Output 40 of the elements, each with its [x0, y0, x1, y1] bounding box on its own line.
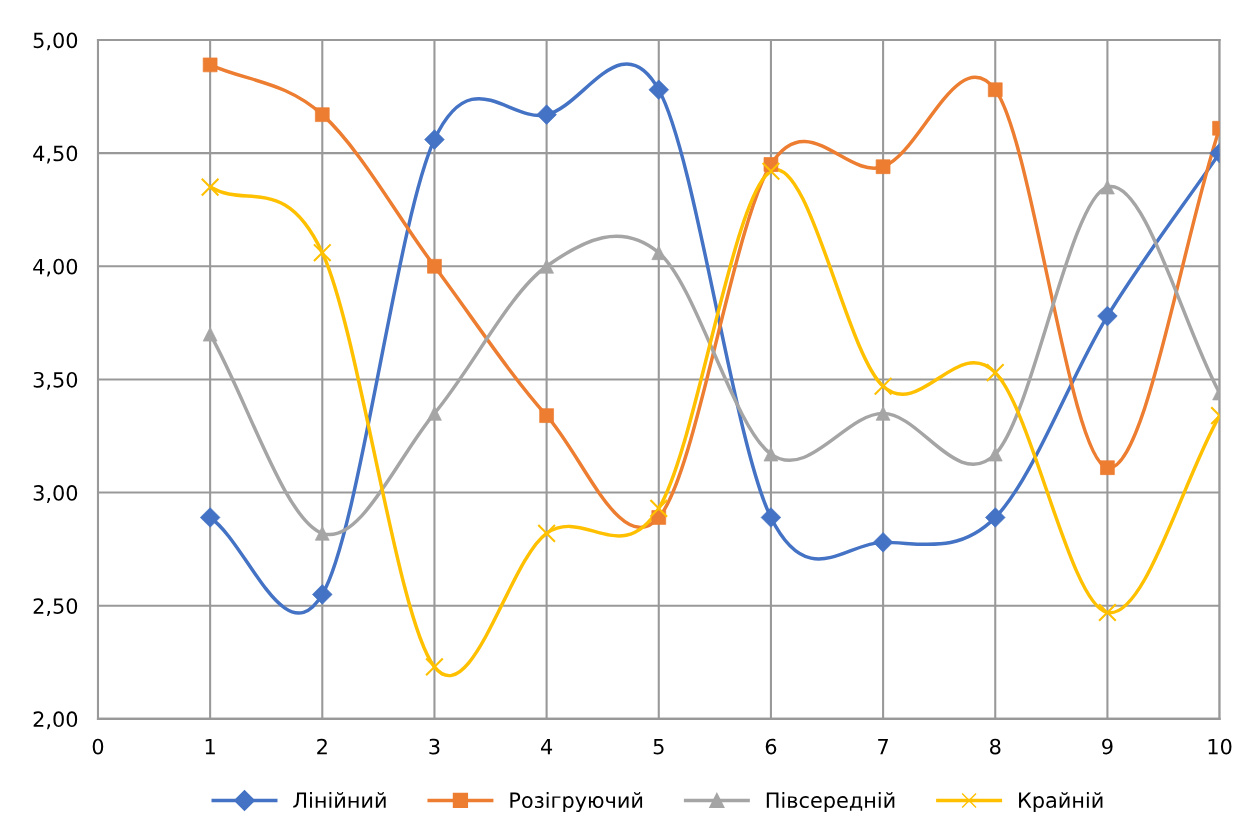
point — [651, 245, 667, 260]
point — [649, 499, 669, 518]
y-tick-label: 3,00 — [33, 485, 78, 503]
legend-label: Півсередній — [766, 791, 895, 813]
point — [987, 82, 1003, 98]
x-tick-label: 4 — [541, 738, 553, 755]
y-tick-label: 4,50 — [33, 145, 78, 164]
point — [312, 243, 332, 263]
point — [425, 657, 444, 677]
point — [315, 107, 330, 122]
legend-label: Крайній — [1019, 791, 1103, 813]
point — [985, 363, 1005, 383]
y-tick-label: 2,50 — [33, 598, 78, 617]
x-tick-label: 7 — [878, 738, 888, 755]
y-tick-label: 5,00 — [33, 32, 78, 51]
x-tick-label: 9 — [1102, 738, 1113, 755]
x-tick-label: 3 — [429, 738, 440, 755]
x-tick-label: 8 — [990, 738, 1001, 755]
y-tick-label: 2,00 — [33, 711, 78, 730]
legend-label: Лінійний — [293, 791, 386, 808]
x-tick-label: 0 — [92, 738, 104, 755]
y-tick-label: 4,00 — [33, 258, 78, 277]
x-tick-label: 10 — [1208, 738, 1232, 755]
point — [761, 161, 781, 181]
x-tick-label: 1 — [205, 738, 215, 755]
point — [312, 584, 333, 605]
legend-label: Розігруючий — [510, 791, 643, 813]
point — [1097, 305, 1118, 327]
point — [875, 159, 891, 175]
point — [537, 523, 556, 543]
y-tick-label: 3,50 — [33, 371, 78, 390]
point — [985, 507, 1006, 528]
x-tick-label: 6 — [765, 738, 777, 755]
point — [199, 507, 221, 528]
point — [200, 177, 220, 197]
point — [202, 57, 218, 73]
point — [873, 376, 893, 396]
point — [1098, 603, 1117, 622]
x-tick-label: 5 — [653, 738, 664, 755]
x-tick-label: 2 — [317, 738, 327, 755]
